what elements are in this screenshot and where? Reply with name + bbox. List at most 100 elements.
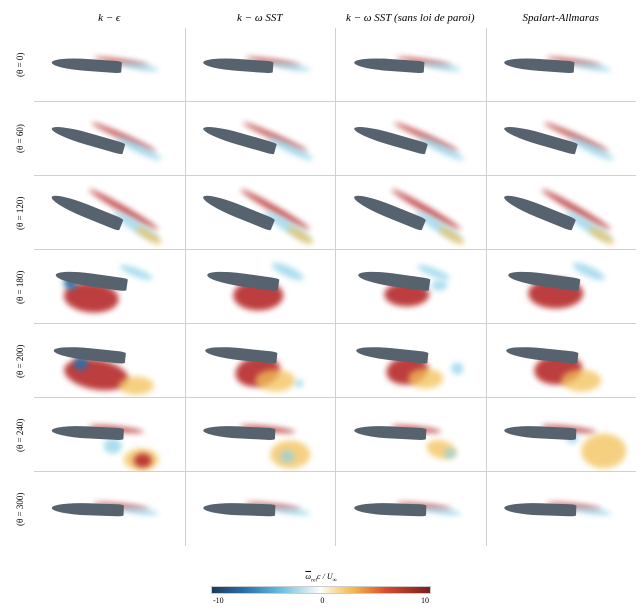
col-header-k-omega-sst-no-wall: k − ω SST (sans loi de paroi) bbox=[335, 8, 486, 28]
wake-blob bbox=[119, 376, 154, 394]
vorticity-field bbox=[487, 102, 637, 175]
col-header-k-epsilon: k − ϵ bbox=[34, 8, 185, 28]
airfoil-body bbox=[503, 122, 578, 154]
airfoil-body bbox=[504, 502, 576, 517]
flow-cell bbox=[185, 324, 336, 398]
vorticity-field bbox=[336, 398, 486, 471]
row-header-theta: (θ = 300) bbox=[6, 472, 34, 546]
wake-blob bbox=[104, 438, 122, 453]
vorticity-field bbox=[34, 250, 185, 323]
wake-blob bbox=[431, 280, 447, 290]
wake-blob bbox=[134, 453, 152, 467]
wake-blob bbox=[408, 368, 443, 388]
flow-cell bbox=[34, 176, 185, 250]
airfoil-body bbox=[202, 122, 277, 154]
row-header-theta: (θ = 200) bbox=[6, 324, 34, 398]
row-header-theta: (θ = 60) bbox=[6, 102, 34, 176]
vorticity-field bbox=[336, 102, 486, 175]
vorticity-field bbox=[186, 28, 336, 101]
vorticity-field bbox=[186, 398, 336, 471]
corner-spacer bbox=[6, 8, 34, 28]
colorbar-label: ωrelc / U∞ bbox=[211, 572, 431, 584]
airfoil-body bbox=[352, 122, 427, 154]
row-header-theta: (θ = 180) bbox=[6, 250, 34, 324]
wake-blob bbox=[256, 369, 296, 391]
flow-cell bbox=[34, 28, 185, 102]
vorticity-field bbox=[34, 472, 185, 546]
airfoil-body bbox=[354, 502, 426, 517]
flow-cell bbox=[335, 324, 486, 398]
flow-cell bbox=[486, 102, 637, 176]
vorticity-field bbox=[34, 28, 185, 101]
vorticity-field bbox=[487, 398, 637, 471]
flow-cell bbox=[486, 324, 637, 398]
airfoil-body bbox=[52, 502, 124, 517]
flow-cell bbox=[34, 472, 185, 546]
flow-cell bbox=[335, 102, 486, 176]
flow-cell bbox=[34, 102, 185, 176]
wake-blob bbox=[582, 433, 627, 468]
flow-cell bbox=[34, 324, 185, 398]
wake-blob bbox=[562, 369, 602, 391]
colorbar-tick: -10 bbox=[213, 596, 224, 605]
colorbar bbox=[211, 586, 431, 594]
colorbar-ticks: -10 0 10 bbox=[211, 596, 431, 605]
airfoil-body bbox=[203, 502, 275, 517]
vorticity-field bbox=[487, 250, 637, 323]
flow-cell bbox=[335, 250, 486, 324]
vorticity-field bbox=[336, 472, 486, 546]
airfoil-body bbox=[50, 122, 125, 154]
turbulence-model-comparison-figure: k − ϵ k − ω SST k − ω SST (sans loi de p… bbox=[0, 0, 642, 611]
flow-cell bbox=[185, 176, 336, 250]
col-header-k-omega-sst: k − ω SST bbox=[185, 8, 336, 28]
vorticity-field bbox=[487, 176, 637, 249]
flow-cell bbox=[185, 102, 336, 176]
flow-cell bbox=[185, 472, 336, 546]
vorticity-field bbox=[487, 324, 637, 397]
vorticity-field bbox=[487, 472, 637, 546]
flow-cell bbox=[335, 398, 486, 472]
vorticity-field bbox=[186, 176, 336, 249]
airfoil-body bbox=[205, 344, 278, 363]
wake-blob bbox=[436, 224, 466, 247]
row-header-theta: (θ = 240) bbox=[6, 398, 34, 472]
wake-blob bbox=[281, 450, 295, 462]
flow-cell bbox=[486, 28, 637, 102]
wake-blob bbox=[296, 379, 304, 387]
flow-cell bbox=[486, 176, 637, 250]
vorticity-field bbox=[336, 176, 486, 249]
wake-blob bbox=[444, 448, 456, 458]
colorbar-tick: 10 bbox=[421, 596, 429, 605]
flow-cell bbox=[185, 28, 336, 102]
vorticity-field bbox=[186, 102, 336, 175]
col-header-spalart-allmaras: Spalart-Allmaras bbox=[486, 8, 637, 28]
vorticity-field bbox=[34, 398, 185, 471]
vorticity-field bbox=[336, 28, 486, 101]
flow-cell bbox=[34, 398, 185, 472]
vorticity-field bbox=[336, 324, 486, 397]
flow-cell bbox=[486, 250, 637, 324]
flow-cell bbox=[486, 398, 637, 472]
wake-blob bbox=[587, 224, 617, 247]
flow-cell bbox=[185, 250, 336, 324]
vorticity-field bbox=[487, 28, 637, 101]
wake-blob bbox=[451, 362, 463, 374]
wake-blob bbox=[286, 224, 316, 247]
vorticity-field bbox=[336, 250, 486, 323]
vorticity-field bbox=[186, 324, 336, 397]
flow-cell bbox=[185, 398, 336, 472]
colorbar-area: ωrelc / U∞ -10 0 10 bbox=[211, 572, 431, 605]
vorticity-field bbox=[34, 102, 185, 175]
vorticity-field bbox=[34, 324, 185, 397]
vorticity-field bbox=[186, 472, 336, 546]
wake-blob bbox=[134, 224, 164, 247]
vorticity-field bbox=[186, 250, 336, 323]
flow-cell bbox=[335, 28, 486, 102]
flow-cell bbox=[335, 176, 486, 250]
row-header-theta: (θ = 120) bbox=[6, 176, 34, 250]
figure-grid: k − ϵ k − ω SST k − ω SST (sans loi de p… bbox=[6, 8, 636, 546]
flow-cell bbox=[34, 250, 185, 324]
colorbar-tick: 0 bbox=[320, 596, 324, 605]
vorticity-field bbox=[34, 176, 185, 249]
flow-cell bbox=[335, 472, 486, 546]
